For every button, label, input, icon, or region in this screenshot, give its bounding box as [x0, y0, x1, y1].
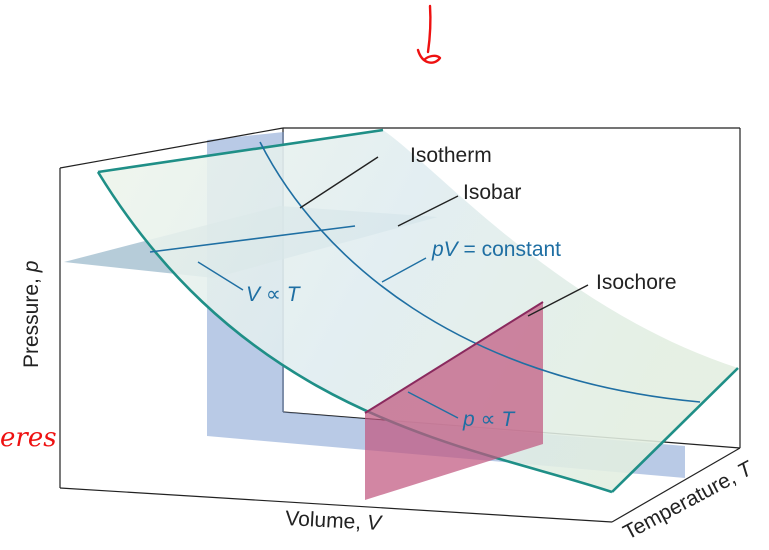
- isochore-label: Isochore: [596, 271, 677, 294]
- formula-leaders: [197, 257, 459, 419]
- handwritten-arrow-icon: [416, 4, 442, 64]
- isobar-leader: [397, 195, 459, 227]
- isotherm-label: Isotherm: [410, 144, 492, 167]
- leader-lines: [299, 156, 589, 317]
- pv-constant-label: pV = constant: [431, 238, 561, 261]
- handwritten-annotation: eres: [0, 423, 57, 453]
- p-prop-t-label: p ∝ T: [462, 408, 516, 431]
- surface-curves: [149, 141, 701, 414]
- isotherm-leader: [299, 156, 379, 209]
- pressure-axis-label: Pressure, p: [20, 261, 43, 368]
- pv-constant-leader: [381, 257, 427, 283]
- p-prop-t-leader: [407, 391, 459, 419]
- isotherm-curve: [259, 141, 701, 403]
- isochore-leader: [527, 284, 589, 317]
- volume-axis-label: Volume, V: [285, 507, 384, 535]
- isochore-plane: [365, 302, 543, 500]
- box-front-edges: [59, 127, 741, 523]
- v-prop-t-leader: [197, 261, 244, 291]
- v-prop-t-label: V ∝ T: [246, 283, 302, 306]
- isobar-label: Isobar: [463, 181, 521, 204]
- isochore-curve: [364, 301, 544, 414]
